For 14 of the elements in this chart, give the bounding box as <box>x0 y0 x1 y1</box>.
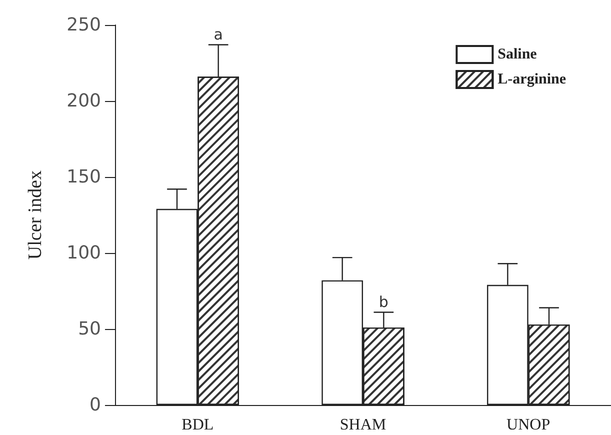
y-axis-title: Ulcer index <box>25 170 46 260</box>
annotation: b <box>378 292 388 311</box>
x-tick-label: UNOP <box>506 416 550 434</box>
legend-label: Saline <box>498 46 538 62</box>
y-tick-label: 100 <box>66 242 101 264</box>
legend-label: L-arginine <box>498 72 566 88</box>
y-tick-label: 250 <box>66 14 101 36</box>
x-tick-label: BDL <box>182 416 214 434</box>
y-tick-label: 50 <box>78 318 101 340</box>
y-tick-label: 150 <box>66 166 101 188</box>
y-tick-label: 200 <box>66 90 101 112</box>
y-tick-label: 0 <box>90 394 101 416</box>
annotation: a <box>214 25 223 44</box>
x-tick-label: SHAM <box>340 416 386 434</box>
